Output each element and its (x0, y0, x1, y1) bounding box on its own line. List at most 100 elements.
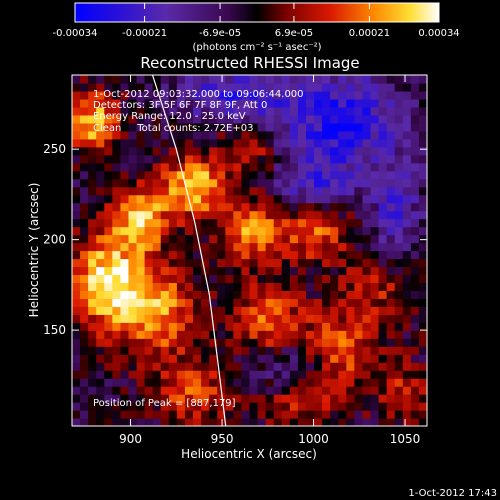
heatmap-cell (297, 274, 307, 284)
heatmap-cell (104, 274, 113, 284)
heatmap-cell (160, 82, 170, 92)
heatmap-cell (72, 82, 81, 92)
heatmap-cell (273, 314, 283, 323)
heatmap-cell (370, 394, 380, 403)
heatmap-cell (128, 274, 138, 284)
heatmap-cell (209, 258, 218, 268)
heatmap-cell (370, 322, 380, 331)
heatmap-cell (104, 194, 113, 204)
heatmap-cell (96, 338, 105, 347)
heatmap-cell (314, 162, 323, 172)
heatmap-cell (289, 130, 299, 140)
heatmap-cell (378, 242, 388, 252)
heatmap-cell (233, 274, 243, 284)
heatmap-cell (305, 266, 315, 276)
heatmap-cell (410, 402, 420, 411)
heatmap-cell (322, 402, 331, 411)
heatmap-cell (144, 410, 154, 419)
heatmap-cell (104, 250, 113, 260)
heatmap-cell (257, 378, 267, 387)
heatmap-cell (176, 210, 186, 220)
heatmap-cell (402, 314, 412, 323)
heatmap-cell (209, 218, 218, 228)
heatmap-cell (418, 410, 427, 419)
heatmap-cell (394, 186, 404, 196)
heatmap-cell (233, 338, 243, 347)
heatmap-cell (305, 378, 315, 387)
heatmap-cell (249, 378, 259, 387)
heatmap-cell (386, 146, 396, 156)
heatmap-cell (201, 362, 210, 371)
heatmap-cell (144, 242, 154, 252)
heatmap-cell (209, 106, 218, 116)
heatmap-cell (322, 290, 331, 299)
heatmap-cell (354, 130, 364, 140)
heatmap-cell (209, 314, 218, 323)
heatmap-cell (322, 322, 331, 331)
heatmap-cell (160, 418, 170, 426)
heatmap-cell (72, 306, 81, 315)
heatmap-cell (314, 282, 323, 291)
heatmap-cell (233, 290, 243, 299)
heatmap-cell (297, 218, 307, 228)
heatmap-cell (168, 202, 178, 212)
heatmap-cell (322, 106, 331, 116)
heatmap-cell (209, 250, 218, 260)
heatmap-cell (88, 82, 97, 92)
heatmap-cell (72, 186, 81, 196)
heatmap-cell (314, 178, 323, 188)
heatmap-cell (193, 314, 202, 323)
heatmap-cell (297, 266, 307, 276)
heatmap-cell (402, 178, 412, 188)
heatmap-cell (80, 194, 89, 204)
heatmap-cell (402, 154, 412, 164)
heatmap-cell (378, 170, 388, 180)
heatmap-cell (217, 218, 226, 228)
heatmap-cell (152, 266, 162, 276)
heatmap-cell (241, 346, 251, 355)
heatmap-cell (136, 378, 146, 387)
heatmap-cell (249, 306, 259, 315)
heatmap-cell (217, 178, 226, 188)
heatmap-cell (88, 258, 97, 268)
heatmap-cell (88, 210, 97, 220)
heatmap-cell (354, 362, 364, 371)
heatmap-cell (273, 298, 283, 307)
heatmap-cell (370, 410, 380, 419)
heatmap-cell (386, 162, 396, 172)
heatmap-cell (314, 386, 323, 395)
heatmap-cell (112, 266, 122, 276)
heatmap-cell (346, 146, 355, 156)
heatmap-cell (193, 202, 202, 212)
heatmap-cell (297, 290, 307, 299)
heatmap-cell (193, 346, 202, 355)
heatmap-cell (402, 362, 412, 371)
heatmap-cell (386, 346, 396, 355)
heatmap-cell (257, 218, 267, 228)
heatmap-cell (136, 314, 146, 323)
heatmap-cell (136, 122, 146, 132)
heatmap-cell (217, 402, 226, 411)
heatmap-cell (217, 146, 226, 156)
heatmap-cell (354, 282, 364, 291)
heatmap-cell (330, 90, 339, 100)
annotation-clean-counts: Clean Total counts: 2.72E+03 (93, 123, 253, 134)
heatmap-cell (346, 394, 355, 403)
heatmap-cell (209, 138, 218, 148)
heatmap-cell (241, 146, 251, 156)
heatmap-cell (322, 346, 331, 355)
heatmap-cell (88, 218, 97, 228)
heatmap-cell (168, 346, 178, 355)
heatmap-cell (193, 226, 202, 236)
heatmap-cell (418, 186, 427, 196)
heatmap-cell (88, 370, 97, 379)
heatmap-cell (217, 362, 226, 371)
heatmap-cell (136, 338, 146, 347)
heatmap-cell (160, 330, 170, 339)
heatmap-cell (80, 314, 89, 323)
heatmap-cell (176, 306, 186, 315)
heatmap-cell (297, 122, 307, 132)
heatmap-cell (410, 330, 420, 339)
heatmap-cell (346, 258, 355, 268)
heatmap-cell (201, 162, 210, 172)
